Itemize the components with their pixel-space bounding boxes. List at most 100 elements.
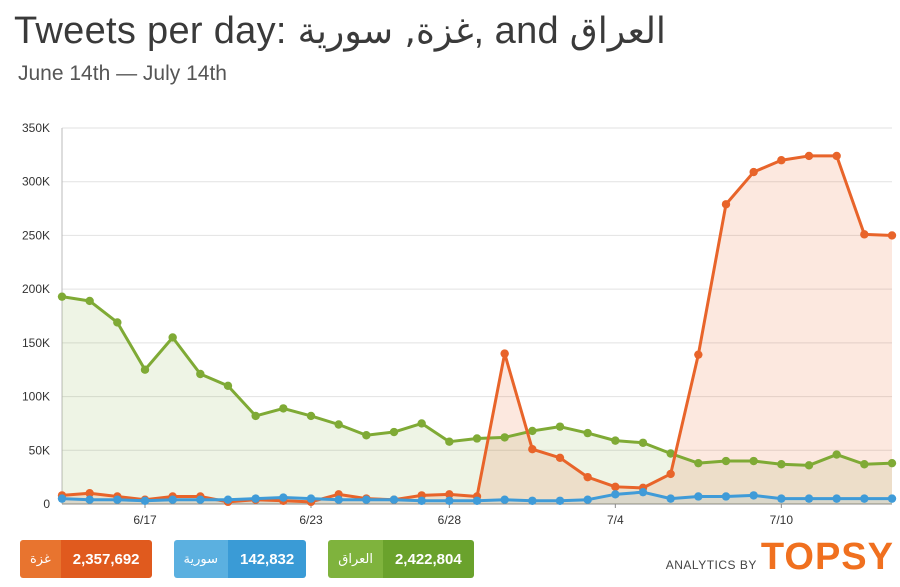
data-point (832, 494, 841, 503)
legend: غزة 2,357,692 سورية 142,832 العراق 2,422… (20, 540, 474, 578)
data-point (887, 458, 897, 468)
x-tick-label: 6/23 (299, 513, 323, 527)
data-point (721, 200, 731, 209)
legend-syria-total: 142,832 (228, 540, 307, 578)
data-point (749, 167, 758, 177)
legend-syria[interactable]: سورية 142,832 (173, 540, 307, 578)
data-point (749, 456, 758, 466)
y-tick-label: 250K (22, 228, 50, 242)
data-point (583, 428, 592, 438)
data-point (804, 151, 814, 161)
data-point (306, 494, 316, 503)
data-point (777, 460, 786, 469)
data-point (638, 487, 648, 497)
legend-gaza[interactable]: غزة 2,357,692 (20, 540, 152, 578)
data-point (223, 381, 233, 391)
data-point (362, 431, 371, 440)
legend-gaza-label: غزة (20, 540, 61, 578)
data-point (832, 450, 841, 459)
data-point (140, 496, 150, 505)
data-point (804, 494, 814, 503)
y-tick-label: 150K (22, 336, 50, 350)
title-prefix: Tweets per day: (14, 10, 298, 52)
data-point (749, 491, 758, 500)
data-point (528, 426, 537, 436)
page-title: Tweets per day: غزة, سورية, and العراق (14, 10, 666, 53)
series-area (62, 296, 892, 504)
data-point (306, 411, 316, 421)
brand-prefix: ANALYTICS BY (665, 558, 757, 572)
y-tick-label: 350K (22, 121, 50, 135)
data-point (860, 494, 869, 503)
data-point (694, 492, 703, 501)
y-tick-label: 200K (22, 282, 50, 296)
data-point (279, 493, 288, 502)
data-point (445, 490, 454, 499)
data-point (583, 495, 592, 504)
data-point (445, 496, 454, 505)
data-point (528, 445, 537, 454)
data-point (279, 404, 288, 413)
title-last: العراق (569, 11, 666, 52)
data-point (362, 495, 371, 504)
data-point (168, 333, 177, 342)
page-subtitle: June 14th — July 14th (18, 62, 227, 85)
data-point (611, 482, 620, 492)
data-point (611, 436, 620, 445)
data-point (196, 369, 205, 379)
data-point (85, 495, 94, 504)
data-point (57, 292, 67, 301)
data-point (389, 427, 399, 437)
data-point (860, 230, 869, 239)
data-point (666, 494, 675, 503)
y-tick-label: 300K (22, 175, 50, 189)
data-point (832, 151, 841, 161)
data-point (611, 490, 620, 499)
data-point (417, 496, 426, 505)
data-point (555, 496, 565, 505)
data-point (85, 489, 94, 498)
data-point (389, 495, 399, 504)
x-tick-label: 7/4 (607, 513, 624, 527)
data-point (777, 156, 786, 165)
data-point (583, 472, 592, 482)
data-point (694, 458, 703, 468)
data-point (638, 438, 648, 447)
data-point (251, 494, 260, 503)
data-point (721, 492, 731, 501)
brand-name: TOPSY (760, 536, 894, 578)
data-point (223, 495, 233, 504)
data-point (887, 494, 897, 503)
data-point (721, 456, 731, 466)
data-point (113, 495, 122, 504)
data-point (140, 365, 150, 374)
data-point (417, 419, 426, 428)
data-point (334, 420, 343, 429)
topsy-brand[interactable]: ANALYTICS BY TOPSY (666, 536, 894, 579)
x-tick-label: 7/10 (770, 513, 794, 527)
data-point (777, 494, 786, 503)
data-point (804, 461, 814, 470)
data-point (666, 449, 675, 458)
x-tick-label: 6/28 (438, 513, 462, 527)
data-point (113, 318, 122, 327)
data-point (555, 422, 565, 431)
title-terms: غزة, سورية (297, 11, 474, 52)
title-and: , and (473, 10, 570, 52)
legend-iraq[interactable]: العراق 2,422,804 (328, 540, 474, 578)
x-tick-label: 6/17 (133, 513, 157, 527)
legend-iraq-label: العراق (328, 540, 383, 578)
data-point (694, 350, 703, 359)
data-point (196, 495, 205, 504)
y-tick-label: 50K (29, 443, 50, 457)
data-point (334, 495, 343, 504)
data-point (860, 460, 869, 469)
y-tick-label: 0 (43, 497, 50, 511)
data-point (57, 494, 67, 503)
legend-gaza-total: 2,357,692 (60, 540, 152, 578)
data-point (887, 231, 897, 240)
data-point (666, 469, 675, 479)
legend-iraq-total: 2,422,804 (382, 540, 474, 578)
data-point (472, 496, 482, 505)
